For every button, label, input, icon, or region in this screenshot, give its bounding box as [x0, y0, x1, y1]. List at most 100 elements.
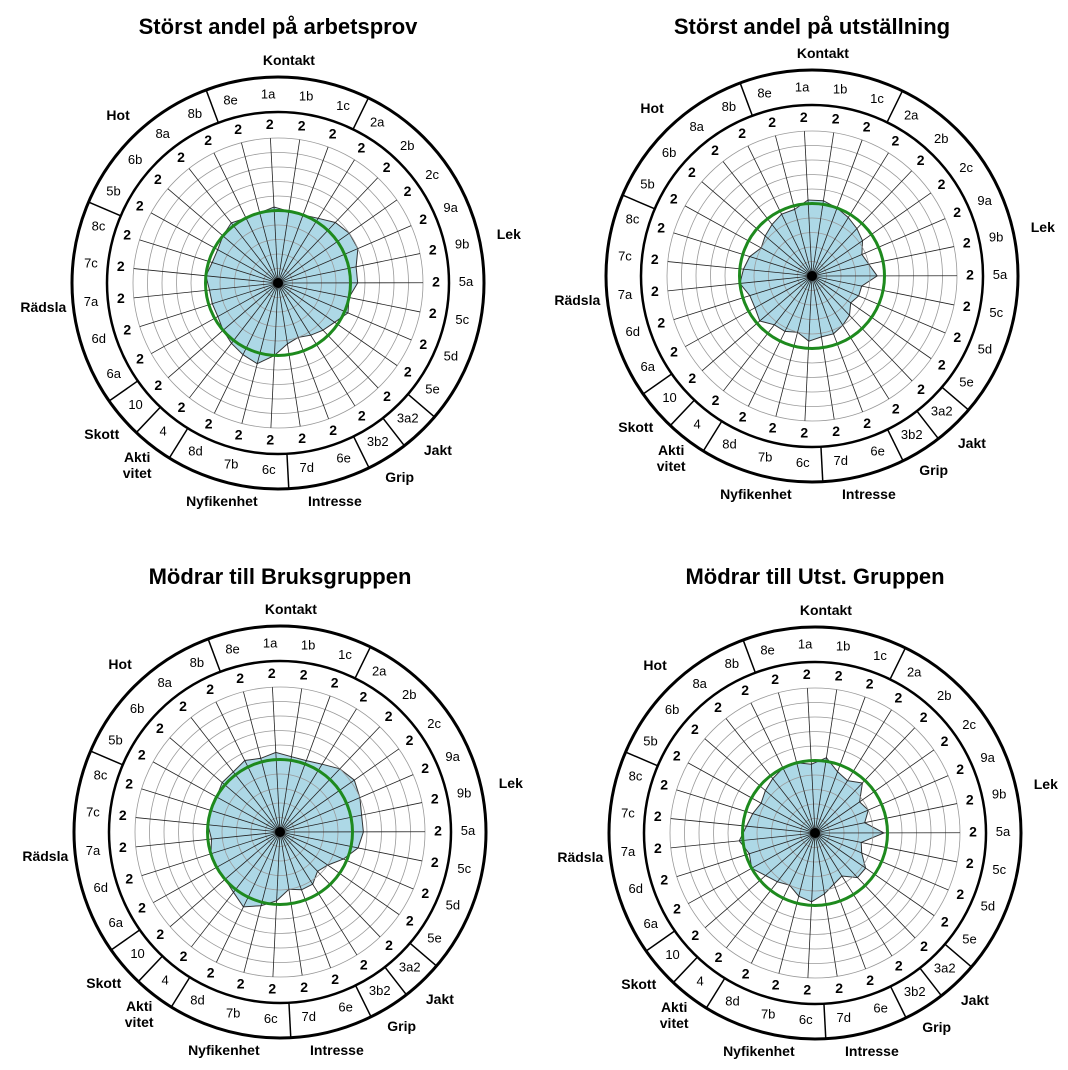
group-label: Skott: [621, 976, 657, 993]
group-divider: [108, 380, 139, 402]
spoke-max-label: 2: [714, 699, 722, 715]
spoke-max-label: 2: [125, 776, 133, 792]
group-label: Nyfikenhet: [720, 485, 792, 502]
category-code: 1c: [338, 647, 352, 662]
group-divider: [823, 1003, 827, 1039]
group-label-box: Akti vitet: [123, 449, 152, 480]
group-divider: [645, 930, 676, 952]
spoke-max-label: 2: [956, 761, 964, 777]
spoke-max-label: 2: [204, 132, 212, 148]
outer-ring: [604, 68, 1020, 484]
inner-ring: [107, 659, 453, 1005]
spoke-max-label: 2: [963, 235, 971, 251]
category-code: 9b: [457, 785, 471, 800]
group-label-box: Intresse: [845, 1043, 899, 1058]
spoke-max-label: 2: [383, 159, 391, 175]
spoke-max-label: 2: [651, 251, 659, 267]
spoke-max-label: 2: [266, 116, 274, 132]
category-code: 2b: [934, 131, 948, 146]
spoke-max-label: 2: [178, 399, 186, 415]
category-code: 5b: [106, 183, 120, 198]
group-divider: [409, 942, 438, 967]
spoke-max-label: 2: [298, 117, 306, 133]
category-code: 6a: [109, 915, 124, 930]
group-divider: [742, 639, 757, 674]
spoke-max-label: 2: [953, 204, 961, 220]
spoke-max-label: 2: [920, 938, 928, 954]
spoke-max-label: 2: [769, 420, 777, 436]
reference-ring: [738, 202, 886, 350]
outer-ring: [70, 75, 486, 491]
group-label: Jakt: [423, 441, 452, 458]
category-code: 5c: [989, 305, 1003, 320]
category-code: 8d: [722, 436, 736, 451]
category-code: 6d: [93, 880, 107, 895]
category-code: 5d: [978, 341, 992, 356]
category-code: 1a: [798, 637, 813, 652]
category-code: 7b: [758, 450, 772, 465]
spoke-max-label: 2: [156, 720, 164, 736]
spoke-max-label: 2: [832, 110, 840, 126]
category-code: 10: [128, 397, 142, 412]
group-divider: [352, 436, 370, 469]
category-code: 2c: [962, 717, 976, 732]
category-code: 5c: [457, 861, 471, 876]
group-label-box: Hot: [108, 656, 131, 671]
spoke-max-label: 2: [654, 808, 662, 824]
group-label: Intresse: [310, 1041, 364, 1058]
group-label-box: Akti vitet: [659, 999, 689, 1031]
spoke-max-label: 2: [385, 937, 393, 953]
spoke-max-label: 2: [331, 971, 339, 987]
spoke-max-label: 2: [432, 273, 440, 289]
category-code: 5e: [959, 375, 973, 390]
category-code: 9b: [992, 786, 1006, 801]
group-divider: [137, 955, 163, 983]
spoke-max-label: 2: [207, 965, 215, 981]
category-code: 9a: [977, 193, 992, 208]
spoke-max-label: 2: [268, 665, 276, 681]
group-label-box: Rädsla: [557, 849, 603, 864]
group-divider: [207, 638, 222, 673]
group-label-box: Lek: [1034, 777, 1058, 792]
group-divider: [669, 399, 695, 427]
group-divider: [889, 986, 907, 1019]
group-divider: [384, 966, 407, 996]
group-label-box: Grip: [919, 462, 948, 477]
category-code: 3a2: [399, 959, 421, 974]
category-code: 5b: [643, 733, 657, 748]
group-divider: [407, 393, 436, 418]
group-label-box: Rädsla: [554, 292, 600, 307]
spoke-max-label: 2: [738, 125, 746, 141]
category-code: 4: [694, 416, 701, 431]
category-code: 6d: [91, 331, 105, 346]
category-code: 8a: [689, 119, 704, 134]
spoke-max-label: 2: [123, 321, 131, 337]
center-dot: [807, 271, 817, 281]
group-divider: [941, 386, 970, 411]
spoke-max-label: 2: [917, 381, 925, 397]
category-code: 3a2: [397, 410, 419, 425]
group-label: Akti vitet: [659, 999, 689, 1031]
data-area: [739, 199, 878, 342]
category-code: 2b: [937, 688, 951, 703]
spoke-max-label: 2: [895, 958, 903, 974]
group-label: Hot: [106, 106, 130, 123]
spoke-max-label: 2: [434, 822, 442, 838]
group-divider: [170, 976, 191, 1008]
spoke-max-label: 2: [920, 709, 928, 725]
spoke-max-label: 2: [892, 401, 900, 417]
spoke-max-label: 2: [329, 125, 337, 141]
group-label: Rädsla: [22, 847, 69, 864]
group-divider: [705, 977, 726, 1009]
spoke-max-label: 2: [360, 957, 368, 973]
spoke-max-label: 2: [138, 746, 146, 762]
category-code: 8c: [92, 218, 106, 233]
spoke-max-label: 2: [691, 927, 699, 943]
group-label: Nyfikenhet: [188, 1041, 260, 1058]
group-label-box: Intresse: [842, 486, 896, 501]
spoke-max-label: 2: [673, 747, 681, 763]
group-label: Nyfikenhet: [186, 492, 258, 509]
spoke-max-label: 2: [688, 370, 696, 386]
category-code: 8e: [757, 86, 771, 101]
